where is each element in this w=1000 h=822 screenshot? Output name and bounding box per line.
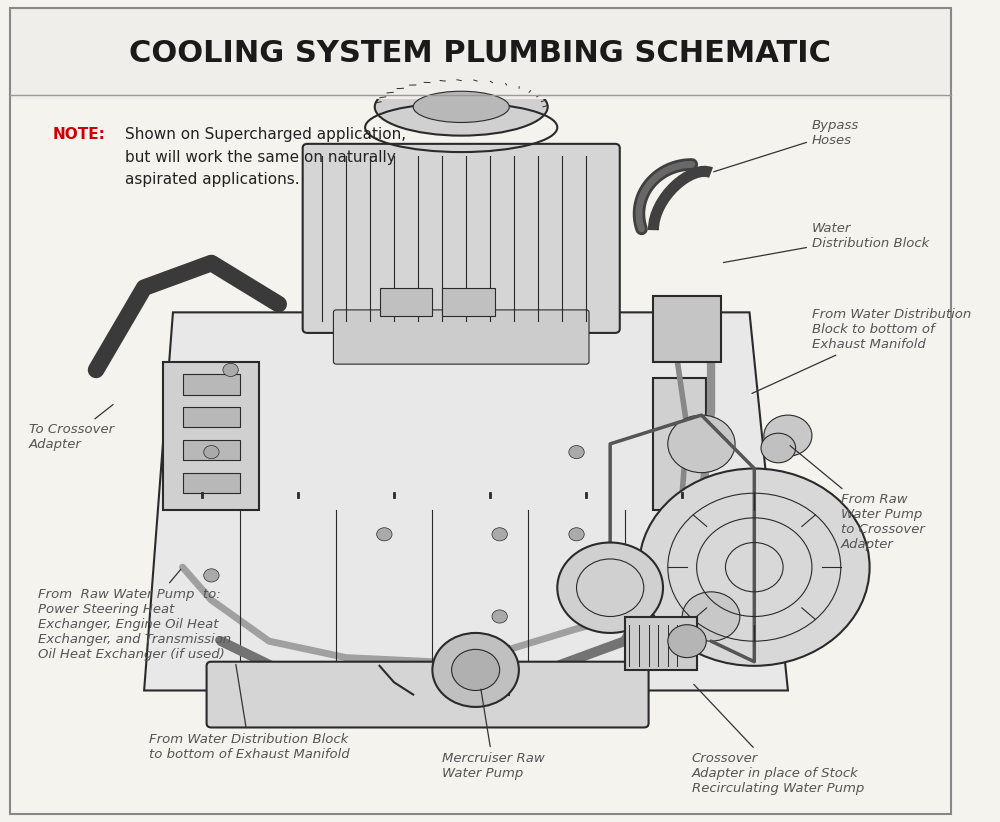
FancyBboxPatch shape [207, 662, 649, 727]
Circle shape [432, 633, 519, 707]
Ellipse shape [413, 91, 509, 122]
Bar [653, 296, 721, 362]
Bar [183, 440, 240, 460]
Circle shape [569, 528, 584, 541]
Circle shape [377, 528, 392, 541]
Circle shape [682, 592, 740, 641]
Text: From Water Distribution Block
to bottom of Exhaust Manifold: From Water Distribution Block to bottom … [149, 664, 350, 761]
Text: but will work the same on naturally: but will work the same on naturally [125, 150, 396, 164]
Text: From Water Distribution
Block to bottom of
Exhaust Manifold: From Water Distribution Block to bottom … [752, 308, 971, 394]
Bar [442, 288, 495, 316]
Circle shape [452, 649, 500, 690]
Bar [183, 407, 240, 427]
Bar [447, 645, 509, 695]
FancyBboxPatch shape [333, 310, 589, 364]
Circle shape [204, 446, 219, 459]
Circle shape [492, 610, 507, 623]
Circle shape [761, 433, 796, 463]
Circle shape [668, 415, 735, 473]
Text: Bypass
Hoses: Bypass Hoses [714, 119, 859, 172]
Text: Crossover
Adapter in place of Stock
Recirculating Water Pump: Crossover Adapter in place of Stock Reci… [692, 684, 864, 795]
Circle shape [764, 415, 812, 456]
Bar [653, 378, 706, 510]
Bar [380, 288, 432, 316]
Text: aspirated applications.: aspirated applications. [125, 172, 300, 187]
Circle shape [569, 446, 584, 459]
Polygon shape [144, 312, 788, 690]
Circle shape [204, 569, 219, 582]
Text: Mercruiser Raw
Water Pump: Mercruiser Raw Water Pump [442, 689, 545, 780]
Bar [183, 473, 240, 493]
Circle shape [557, 543, 663, 633]
Text: From  Raw Water Pump  to:
Power Steering Heat
Exchanger, Engine Oil Heat
Exchang: From Raw Water Pump to: Power Steering H… [38, 570, 232, 661]
FancyBboxPatch shape [303, 144, 620, 333]
Bar [10, 8, 951, 99]
Circle shape [223, 363, 238, 376]
Text: Shown on Supercharged application,: Shown on Supercharged application, [125, 127, 406, 142]
Bar [163, 362, 259, 510]
Ellipse shape [375, 78, 548, 136]
Text: From Raw
Water Pump
to Crossover
Adapter: From Raw Water Pump to Crossover Adapter [790, 446, 925, 552]
Text: COOLING SYSTEM PLUMBING SCHEMATIC: COOLING SYSTEM PLUMBING SCHEMATIC [129, 39, 831, 68]
Bar [625, 616, 697, 670]
Text: To Crossover
Adapter: To Crossover Adapter [29, 404, 114, 451]
Circle shape [639, 469, 870, 666]
Bar [183, 374, 240, 395]
Text: Water
Distribution Block: Water Distribution Block [723, 222, 929, 262]
Circle shape [492, 528, 507, 541]
Text: NOTE:: NOTE: [53, 127, 106, 142]
Circle shape [668, 625, 706, 658]
